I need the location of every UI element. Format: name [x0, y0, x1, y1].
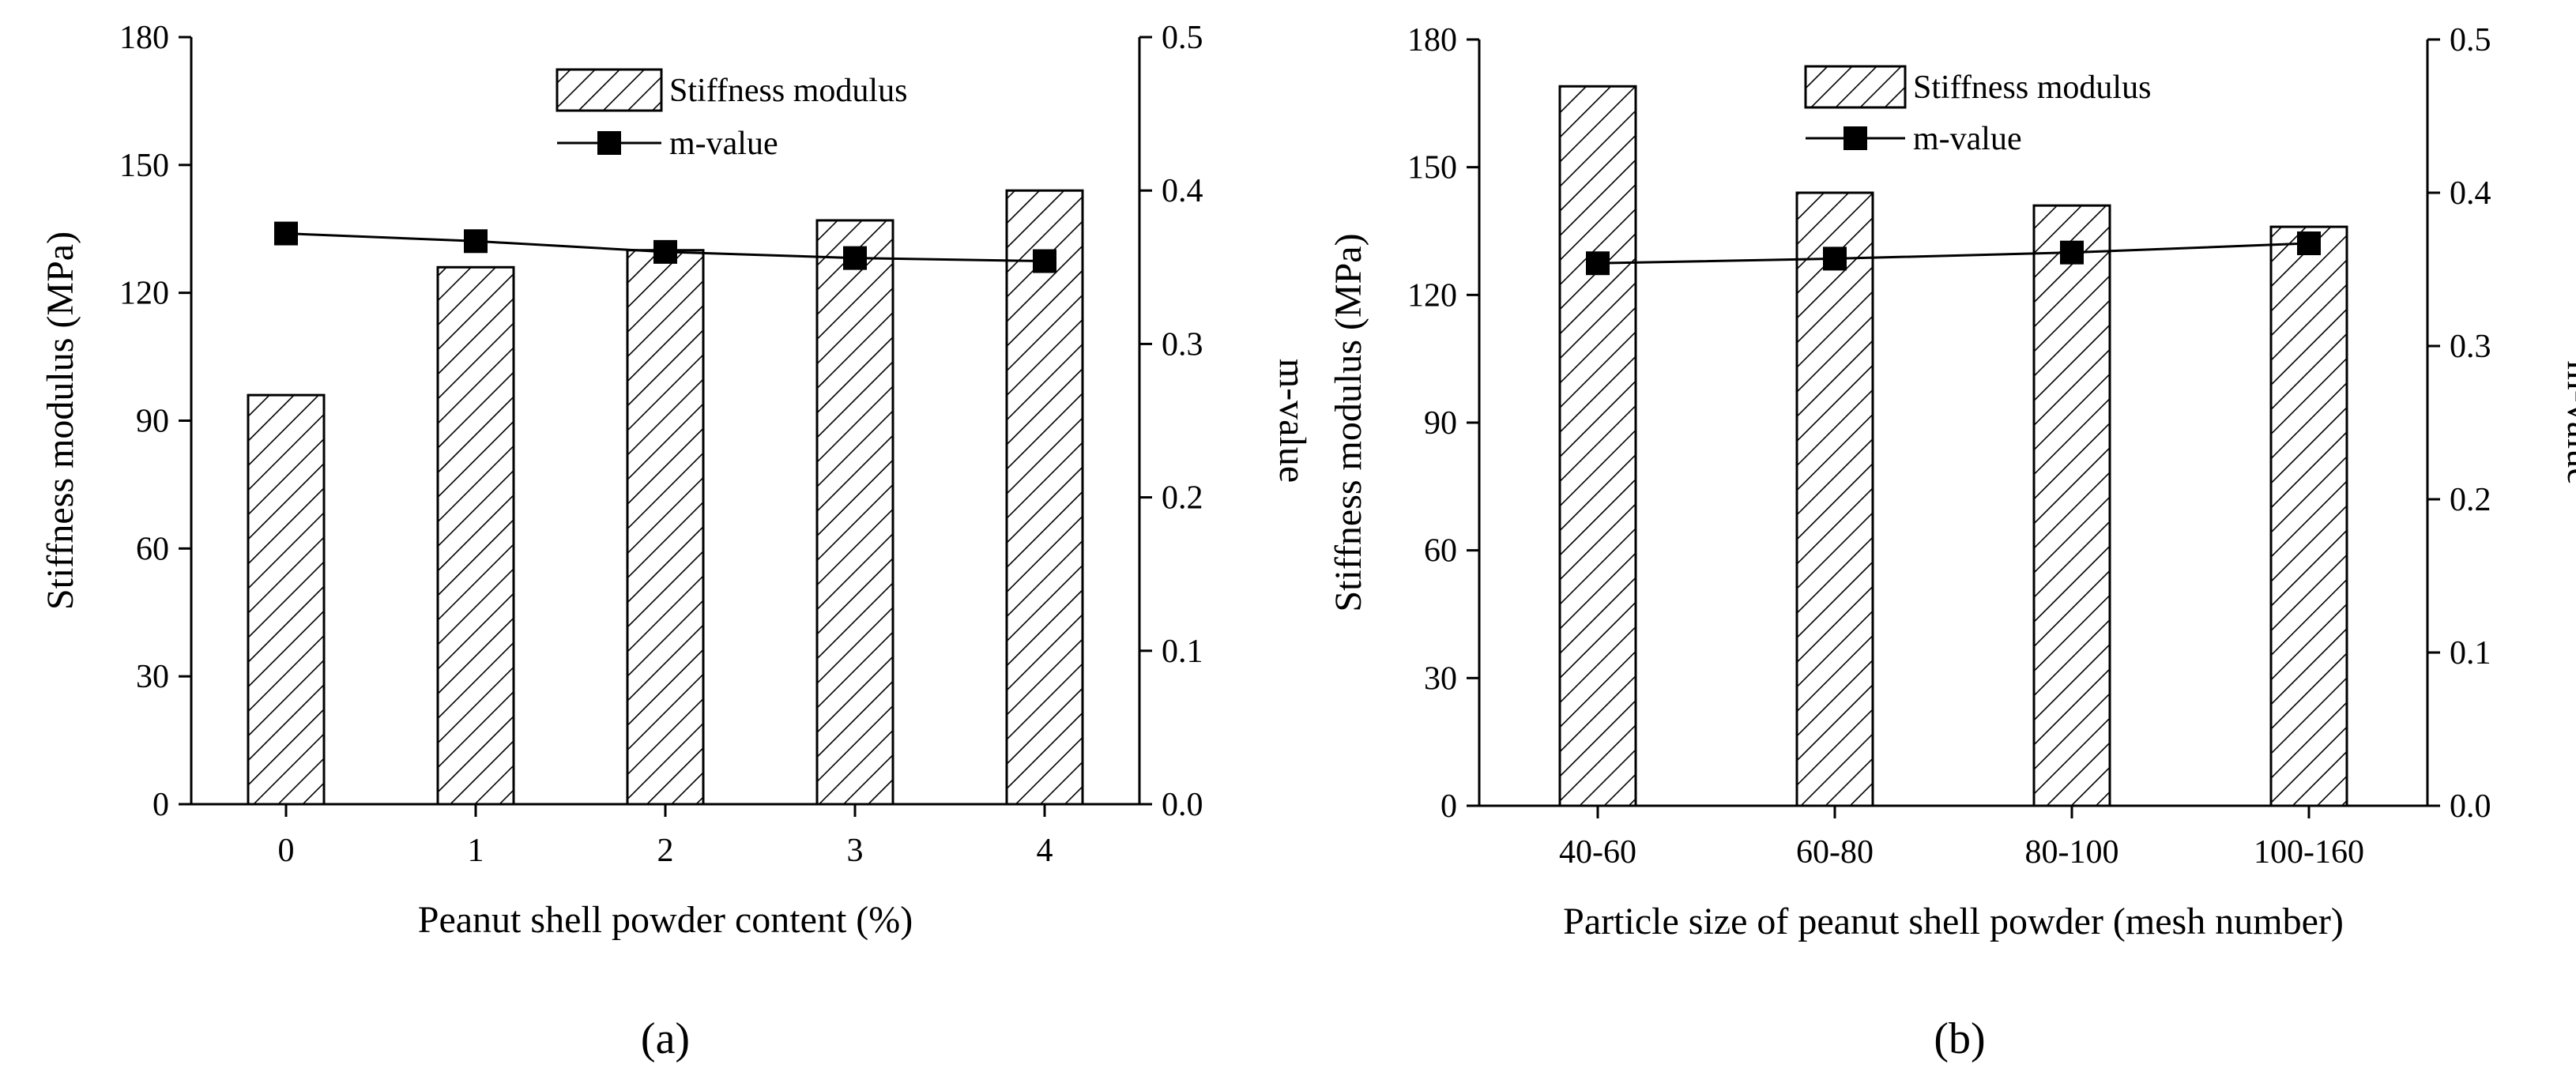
panel-a-ytick-left-label: 30 — [136, 659, 169, 695]
panel-b-legend-line-marker — [1843, 126, 1867, 150]
panel-b-ytick-right-label: 0.1 — [2450, 635, 2491, 671]
panel-a-ytick-left-label: 60 — [136, 531, 169, 567]
panel-b-ytick-right-label: 0.3 — [2450, 329, 2491, 365]
panel-a-ytick-left-label: 0 — [153, 787, 169, 823]
panel-b-y-axis-right-label: m-value — [2559, 360, 2576, 484]
panel-b-ytick-right-label: 0.5 — [2450, 22, 2491, 58]
panel-a-m-value-point-4 — [1033, 249, 1056, 273]
panel-a-ytick-left-label: 90 — [136, 404, 169, 440]
panel-b-ytick-left-label: 90 — [1424, 405, 1457, 442]
panel-a-m-value-point-3 — [843, 246, 867, 270]
panel-b-m-value-point-40-60 — [1586, 251, 1610, 276]
panel-a-m-value-point-2 — [653, 239, 677, 264]
panel-b-ytick-left-label: 0 — [1441, 788, 1457, 825]
panel-b-bar-60-80 — [1795, 191, 1874, 807]
panel-b-ytick-right-label: 0.2 — [2450, 482, 2491, 518]
panel-a-ytick-right-label: 0.2 — [1162, 480, 1203, 517]
panel-a-y-axis-right-label: m-value — [1271, 359, 1313, 483]
panel-a-xtick-label: 3 — [847, 833, 864, 869]
panel-a-bar-3 — [815, 219, 894, 806]
panel-b-m-value-point-60-80 — [1823, 246, 1847, 271]
panel-a-legend-bar-label: Stiffness modulus — [669, 73, 907, 109]
panel-b-bar-80-100 — [2032, 204, 2111, 807]
panel-b-legend-bar-label: Stiffness modulus — [1913, 70, 2151, 106]
panel-b-bar-40-60 — [1558, 85, 1637, 807]
panel-b-ytick-right-label: 0.0 — [2450, 788, 2491, 825]
panel-a-bar-0 — [247, 393, 326, 806]
panel-a-xtick-label: 1 — [468, 833, 484, 869]
panel-a-ytick-right-label: 0.3 — [1162, 326, 1203, 363]
panel-b-m-value-line — [1597, 242, 2310, 265]
panel-a-ytick-right-label: 0.4 — [1162, 173, 1203, 209]
panel-b-ytick-left-label: 60 — [1424, 533, 1457, 570]
panel-b-ytick-left-label: 180 — [1407, 22, 1457, 58]
panel-b-y-axis-left-label: Stiffness modulus (MPa) — [1328, 233, 1369, 611]
panel-b-xtick-label: 100-160 — [2254, 834, 2364, 871]
panel-a-m-value-point-0 — [274, 221, 298, 246]
panel-a-y-axis-left-label: Stiffness modulus (MPa) — [40, 231, 81, 610]
panel-a-xtick-label: 4 — [1037, 833, 1053, 869]
panel-b-ytick-left-label: 120 — [1407, 277, 1457, 314]
panel-a-ytick-right-label: 0.0 — [1162, 787, 1203, 823]
panel-a-legend-line-label: m-value — [669, 126, 778, 162]
panel-b-ytick-left-label: 150 — [1407, 150, 1457, 186]
panel-b-xtick-label: 40-60 — [1559, 834, 1636, 871]
panel-b-ytick-left-label: 30 — [1424, 660, 1457, 697]
panel-a-ytick-left-label: 120 — [119, 276, 169, 312]
panel-a-ytick-right-label: 0.5 — [1162, 20, 1203, 56]
panel-b-legend-line-label: m-value — [1913, 121, 2022, 157]
panel-b-label: (b) — [1934, 1014, 1985, 1063]
panel-b-xtick-label: 60-80 — [1796, 834, 1874, 871]
panel-a-xtick-label: 0 — [278, 833, 295, 869]
panel-b-legend-bar-swatch — [1804, 65, 1907, 109]
panel-a-ytick-left-label: 150 — [119, 148, 169, 184]
panel-a-m-value-point-1 — [464, 229, 488, 254]
panel-a-bar-4 — [1005, 189, 1084, 806]
panel-b-ytick-right-label: 0.4 — [2450, 175, 2491, 212]
panel-b-xtick-label: 80-100 — [2025, 834, 2119, 871]
panel-a-xtick-label: 2 — [657, 833, 674, 869]
panel-a-x-axis-label: Peanut shell powder content (%) — [418, 899, 913, 941]
panel-a-legend-line-marker — [597, 131, 621, 155]
panel-a-ytick-right-label: 0.1 — [1162, 634, 1203, 670]
panel-b-m-value-point-80-100 — [2060, 240, 2084, 265]
panel-b-bar-100-160 — [2269, 225, 2348, 807]
panel-a-bar-2 — [626, 249, 705, 806]
panel-a-bar-1 — [436, 265, 515, 806]
panel-b-m-value-point-100-160 — [2297, 231, 2321, 256]
panel-a-legend-bar-swatch — [555, 68, 663, 112]
panel-b-x-axis-label: Particle size of peanut shell powder (me… — [1563, 901, 2344, 942]
panel-a-ytick-left-label: 180 — [119, 20, 169, 56]
panel-a-label: (a) — [641, 1014, 690, 1063]
